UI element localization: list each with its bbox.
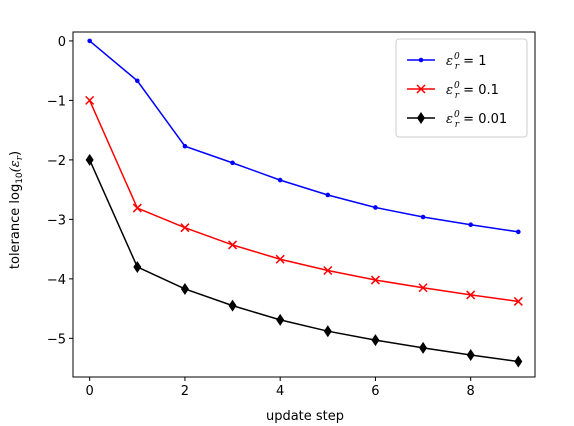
data-point-1-0 [85, 95, 95, 105]
data-point-2-7 [419, 341, 428, 354]
data-point-2-1 [133, 260, 142, 273]
data-point-0-1 [134, 78, 140, 84]
y-tick-label-2: −2 [47, 154, 66, 169]
y-tick-label-1: −1 [47, 94, 66, 109]
data-point-1-4 [275, 254, 285, 264]
data-point-1-5 [323, 265, 333, 276]
series-line-0 [89, 40, 519, 233]
data-point-0-2 [182, 143, 188, 149]
data-point-0-9 [516, 229, 521, 235]
legend-label-2: ε0 r = 0.01 [446, 110, 507, 130]
y-axis-label-suffix: (ε [8, 160, 23, 172]
data-point-2-3 [228, 299, 237, 312]
series-1 [85, 95, 523, 306]
legend-entry-1: ε0 r = 0.1 [407, 81, 499, 101]
x-tick-label-0: 0 [86, 384, 94, 399]
data-point-1-2 [180, 223, 190, 233]
x-tick-label-2: 4 [276, 384, 284, 399]
x-tick-label-3: 6 [371, 384, 379, 399]
data-point-1-1 [132, 203, 142, 213]
legend-label-1: ε0 r = 0.1 [446, 81, 499, 101]
data-point-0-4 [277, 177, 283, 183]
data-point-0-0 [87, 38, 92, 44]
plot-area [85, 38, 523, 368]
data-point-0-6 [373, 205, 378, 210]
y-axis-label-prefix: tolerance log [8, 184, 23, 269]
legend-entry-0: ε0 r = 1 [407, 52, 486, 72]
y-tick-label-0: 0 [58, 35, 66, 50]
legend-box [395, 38, 528, 138]
data-point-0-7 [420, 214, 426, 220]
data-point-2-0 [85, 153, 94, 166]
series-line-1 [88, 100, 519, 303]
data-point-0-5 [325, 192, 331, 198]
y-tick-label-4: −4 [47, 273, 66, 288]
data-point-1-9 [513, 296, 523, 306]
data-point-1-7 [418, 283, 428, 293]
data-point-1-3 [228, 240, 238, 250]
y-tick-label-5: −5 [47, 332, 66, 347]
plot-frame [72, 31, 536, 378]
legend-marker-2 [417, 112, 425, 124]
legend-label-0: ε0 r = 1 [446, 52, 486, 72]
data-point-1-6 [370, 275, 380, 285]
series-2 [85, 153, 523, 368]
y-axis-label: tolerance log10(εr) [8, 151, 25, 269]
data-point-0-8 [468, 222, 474, 228]
data-point-2-5 [323, 325, 332, 338]
series-0 [87, 38, 521, 235]
y-axis-label-close: ) [8, 151, 23, 156]
x-tick-label-1: 2 [181, 384, 189, 399]
data-point-2-2 [180, 282, 189, 295]
legend-marker-0 [418, 57, 424, 63]
x-tick-label-4: 8 [467, 384, 475, 399]
x-axis-label: update step [266, 409, 344, 424]
legend-entry-2: ε0 r = 0.01 [407, 110, 507, 130]
data-point-2-8 [466, 348, 475, 361]
data-point-2-4 [276, 313, 285, 326]
series-line-2 [88, 159, 519, 363]
y-tick-label-3: −3 [47, 213, 66, 228]
data-point-2-6 [371, 334, 380, 347]
y-axis-label-suffix-subscript: r [15, 155, 25, 160]
data-point-0-3 [230, 160, 235, 166]
axes: 0 2 4 6 8 0 −1 −2 −3 −4 −5 [47, 31, 536, 399]
legend: ε0 r = 1 ε0 r = 0.1 ε0 r = 0.01 [395, 38, 528, 138]
legend-marker-1 [416, 84, 426, 94]
data-point-2-9 [514, 355, 523, 368]
data-point-1-8 [466, 290, 476, 300]
y-axis-label-subscript: 10 [15, 172, 25, 184]
